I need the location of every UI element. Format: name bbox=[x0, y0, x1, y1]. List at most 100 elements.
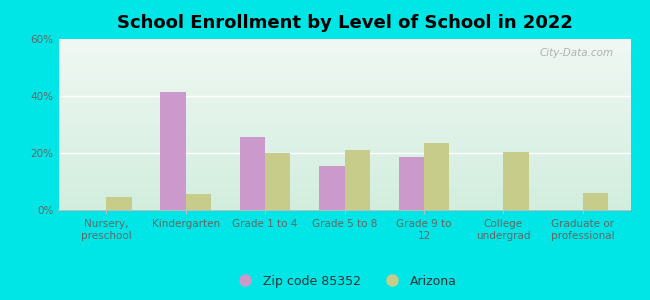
Bar bbox=[58, 70, 630, 71]
Bar bbox=[58, 193, 630, 194]
Bar bbox=[58, 120, 630, 121]
Bar bbox=[58, 104, 630, 105]
Bar bbox=[58, 148, 630, 149]
Bar bbox=[58, 156, 630, 157]
Bar bbox=[58, 87, 630, 88]
Bar bbox=[58, 176, 630, 177]
Bar bbox=[58, 99, 630, 100]
Bar bbox=[58, 49, 630, 50]
Bar bbox=[58, 90, 630, 91]
Bar bbox=[58, 139, 630, 140]
Bar bbox=[58, 63, 630, 64]
Bar bbox=[58, 209, 630, 210]
Bar bbox=[58, 58, 630, 59]
Bar bbox=[58, 202, 630, 203]
Bar bbox=[58, 59, 630, 60]
Bar bbox=[58, 154, 630, 155]
Bar bbox=[58, 207, 630, 208]
Bar bbox=[58, 162, 630, 163]
Bar bbox=[58, 45, 630, 46]
Bar bbox=[186, 194, 211, 210]
Bar bbox=[58, 168, 630, 169]
Bar bbox=[58, 155, 630, 156]
Bar bbox=[58, 108, 630, 109]
Bar bbox=[58, 60, 630, 61]
Bar bbox=[58, 79, 630, 80]
Bar bbox=[58, 152, 630, 153]
Bar bbox=[58, 66, 630, 67]
Bar bbox=[58, 145, 630, 146]
Bar bbox=[58, 178, 630, 179]
Bar bbox=[58, 206, 630, 207]
Bar bbox=[58, 188, 630, 189]
Bar bbox=[58, 184, 630, 185]
Bar bbox=[58, 115, 630, 116]
Bar bbox=[240, 137, 265, 210]
Bar bbox=[58, 119, 630, 120]
Bar bbox=[58, 114, 630, 115]
Bar bbox=[58, 72, 630, 73]
Bar bbox=[58, 182, 630, 183]
Bar bbox=[58, 125, 630, 126]
Bar bbox=[58, 81, 630, 82]
Bar bbox=[58, 75, 630, 76]
Bar bbox=[58, 67, 630, 68]
Bar bbox=[58, 85, 630, 86]
Bar bbox=[58, 142, 630, 143]
Bar bbox=[58, 93, 630, 94]
Bar bbox=[58, 110, 630, 111]
Bar bbox=[58, 98, 630, 99]
Bar bbox=[58, 192, 630, 193]
Bar bbox=[58, 78, 630, 79]
Bar bbox=[58, 100, 630, 101]
Bar bbox=[58, 121, 630, 122]
Bar bbox=[58, 126, 630, 127]
Bar bbox=[58, 51, 630, 52]
Bar bbox=[58, 64, 630, 65]
Bar bbox=[58, 116, 630, 117]
Bar bbox=[58, 128, 630, 129]
Bar bbox=[58, 129, 630, 130]
Bar bbox=[58, 74, 630, 75]
Bar bbox=[58, 73, 630, 74]
Bar bbox=[58, 159, 630, 160]
Bar bbox=[58, 208, 630, 209]
Bar bbox=[58, 109, 630, 110]
Bar bbox=[58, 167, 630, 168]
Bar bbox=[58, 103, 630, 104]
Bar bbox=[58, 185, 630, 186]
Bar bbox=[58, 164, 630, 165]
Bar bbox=[58, 64, 630, 65]
Bar bbox=[58, 203, 630, 204]
Bar bbox=[58, 201, 630, 202]
Bar bbox=[58, 43, 630, 44]
Bar bbox=[58, 161, 630, 162]
Bar bbox=[58, 172, 630, 173]
Bar bbox=[58, 96, 630, 97]
Bar bbox=[58, 83, 630, 84]
Bar bbox=[58, 151, 630, 152]
Bar bbox=[58, 68, 630, 69]
Bar bbox=[58, 97, 630, 98]
Bar bbox=[58, 196, 630, 197]
Bar bbox=[58, 102, 630, 103]
Bar bbox=[319, 166, 344, 210]
Bar bbox=[58, 82, 630, 83]
Bar bbox=[58, 198, 630, 199]
Bar bbox=[58, 131, 630, 132]
Bar bbox=[58, 95, 630, 96]
Bar bbox=[58, 186, 630, 187]
Bar bbox=[106, 197, 131, 210]
Bar bbox=[58, 48, 630, 49]
Bar bbox=[58, 166, 630, 167]
Bar bbox=[58, 199, 630, 200]
Bar bbox=[58, 179, 630, 180]
Bar bbox=[58, 146, 630, 147]
Bar bbox=[503, 152, 529, 210]
Bar bbox=[58, 89, 630, 90]
Bar bbox=[58, 158, 630, 159]
Bar bbox=[58, 106, 630, 107]
Bar bbox=[58, 180, 630, 181]
Bar bbox=[58, 107, 630, 108]
Bar bbox=[58, 88, 630, 89]
